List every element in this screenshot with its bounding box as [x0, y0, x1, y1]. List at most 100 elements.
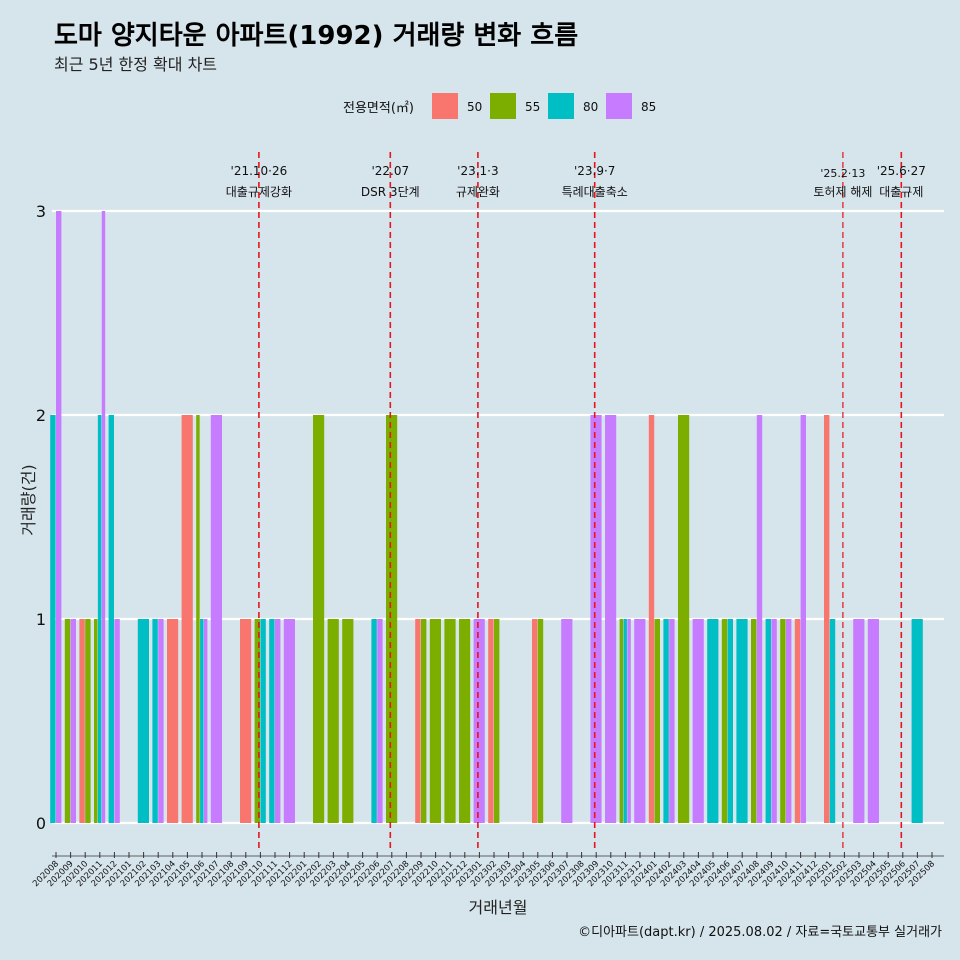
bar-80-202406	[727, 619, 733, 823]
bar-80-202012	[108, 415, 114, 823]
bar-55-202207	[386, 415, 398, 823]
bar-55-202210	[429, 619, 441, 823]
bars	[50, 211, 923, 823]
bar-55-202408	[751, 619, 757, 823]
y-axis-title: 거래량(건)	[19, 464, 38, 535]
bar-50-202109	[240, 619, 252, 823]
bar-55-202406	[721, 619, 728, 823]
x-axis-title: 거래년월	[469, 898, 528, 917]
bar-55-202212	[459, 619, 471, 823]
bar-55-202410	[780, 619, 786, 823]
bar-85-202503	[853, 619, 865, 823]
bar-55-202401	[654, 619, 660, 823]
bar-85-202206	[377, 619, 383, 823]
y-tick-label: 3	[36, 202, 46, 221]
bar-80-202103	[152, 619, 158, 823]
annotation-date: '21.10·26	[231, 164, 288, 178]
bar-85-202504	[867, 619, 879, 823]
annotation-label: 특례대출축소	[562, 185, 628, 199]
bar-85-202309	[590, 415, 602, 823]
annotation-label: 규제완화	[456, 185, 500, 199]
bar-80-202409	[765, 619, 771, 823]
bar-85-202103	[158, 619, 164, 823]
legend-label-85: 85	[641, 100, 656, 114]
bar-85-202404	[692, 619, 704, 823]
bar-80-202102	[137, 619, 149, 823]
bar-85-202011	[101, 211, 106, 823]
bar-80-202501	[829, 619, 836, 823]
bar-85-202008	[56, 211, 62, 823]
bar-55-202203	[327, 619, 339, 823]
bar-55-202211	[444, 619, 456, 823]
bar-85-202111	[275, 619, 281, 823]
bar-85-202009	[70, 619, 76, 823]
annotation-date: '23.9·7	[574, 164, 615, 178]
bar-55-202010	[85, 619, 91, 823]
annotation-lines	[258, 152, 903, 852]
bar-50-202104	[167, 619, 179, 823]
chart-subtitle: 최근 5년 한정 확대 차트	[54, 55, 217, 74]
bar-80-202011	[97, 415, 102, 823]
bar-85-202408	[756, 415, 763, 823]
legend-label-80: 80	[583, 100, 598, 114]
bar-85-202311	[627, 619, 631, 823]
legend-key-50	[432, 93, 458, 119]
bar-85-202301	[473, 619, 485, 823]
annotation-date: '25.6·27	[877, 164, 926, 178]
bar-85-202409	[771, 619, 777, 823]
bar-50-202401	[648, 415, 655, 823]
bar-80-202405	[707, 619, 719, 823]
bar-55-202403	[678, 415, 690, 823]
annotation-date: '23.1·3	[457, 164, 498, 178]
legend-key-55	[490, 93, 516, 119]
bar-80-202507	[911, 619, 923, 823]
legend-label-50: 50	[467, 100, 482, 114]
bar-85-202410	[786, 619, 792, 823]
bar-80-202110	[260, 619, 266, 823]
bar-80-202206	[371, 619, 377, 823]
bar-55-202302	[494, 619, 500, 823]
legend-label-55: 55	[525, 100, 540, 114]
legend-key-80	[548, 93, 574, 119]
bar-50-202105	[181, 415, 193, 823]
bar-85-202307	[561, 619, 573, 823]
bar-50-202305	[532, 619, 538, 823]
y-tick-label: 2	[36, 406, 46, 425]
annotation-label: 대출규제강화	[226, 185, 292, 199]
bar-85-202402	[669, 619, 675, 823]
bar-55-202204	[342, 619, 354, 823]
annotation-date: '22.07	[371, 164, 409, 178]
legend-key-85	[606, 93, 632, 119]
bar-55-202106	[196, 415, 200, 823]
bar-80-202106	[200, 619, 204, 823]
bar-85-202107	[210, 415, 222, 823]
bar-80-202111	[269, 619, 275, 823]
chart-title: 도마 양지타운 아파트(1992) 거래량 변화 흐름	[54, 21, 578, 51]
annotations: '21.10·26 대출규제강화 '22.07 DSR 3단계 '23.1·3 규제완화 '…	[226, 164, 926, 199]
y-tick-label: 0	[36, 814, 46, 833]
bar-55-202311	[619, 619, 624, 823]
bar-80-202311	[623, 619, 627, 823]
bar-80-202008	[50, 415, 56, 823]
bar-80-202407	[736, 619, 748, 823]
annotation-date: '25.2·13	[820, 167, 865, 180]
bar-50-202209	[415, 619, 421, 823]
annotation-label: 토허제 해제	[813, 185, 872, 199]
bar-55-202011	[94, 619, 98, 823]
annotation-label: DSR 3단계	[361, 185, 420, 199]
bar-85-202106	[203, 619, 208, 823]
bar-50-202501	[824, 415, 830, 823]
bar-85-202411	[800, 415, 806, 823]
bar-55-202202	[313, 415, 325, 823]
bar-50-202302	[488, 619, 494, 823]
bar-85-202312	[634, 619, 646, 823]
bar-85-202112	[283, 619, 295, 823]
bar-85-202310	[605, 415, 617, 823]
bar-55-202305	[537, 619, 544, 823]
bar-50-202411	[794, 619, 801, 823]
chart-caption: ©디아파트(dapt.kr) / 2025.08.02 / 자료=국토교통부 실…	[578, 925, 942, 940]
y-tick-label: 1	[36, 610, 46, 629]
bar-80-202402	[663, 619, 669, 823]
legend: 전용면적(㎡) 50 55 80 85	[343, 93, 656, 119]
